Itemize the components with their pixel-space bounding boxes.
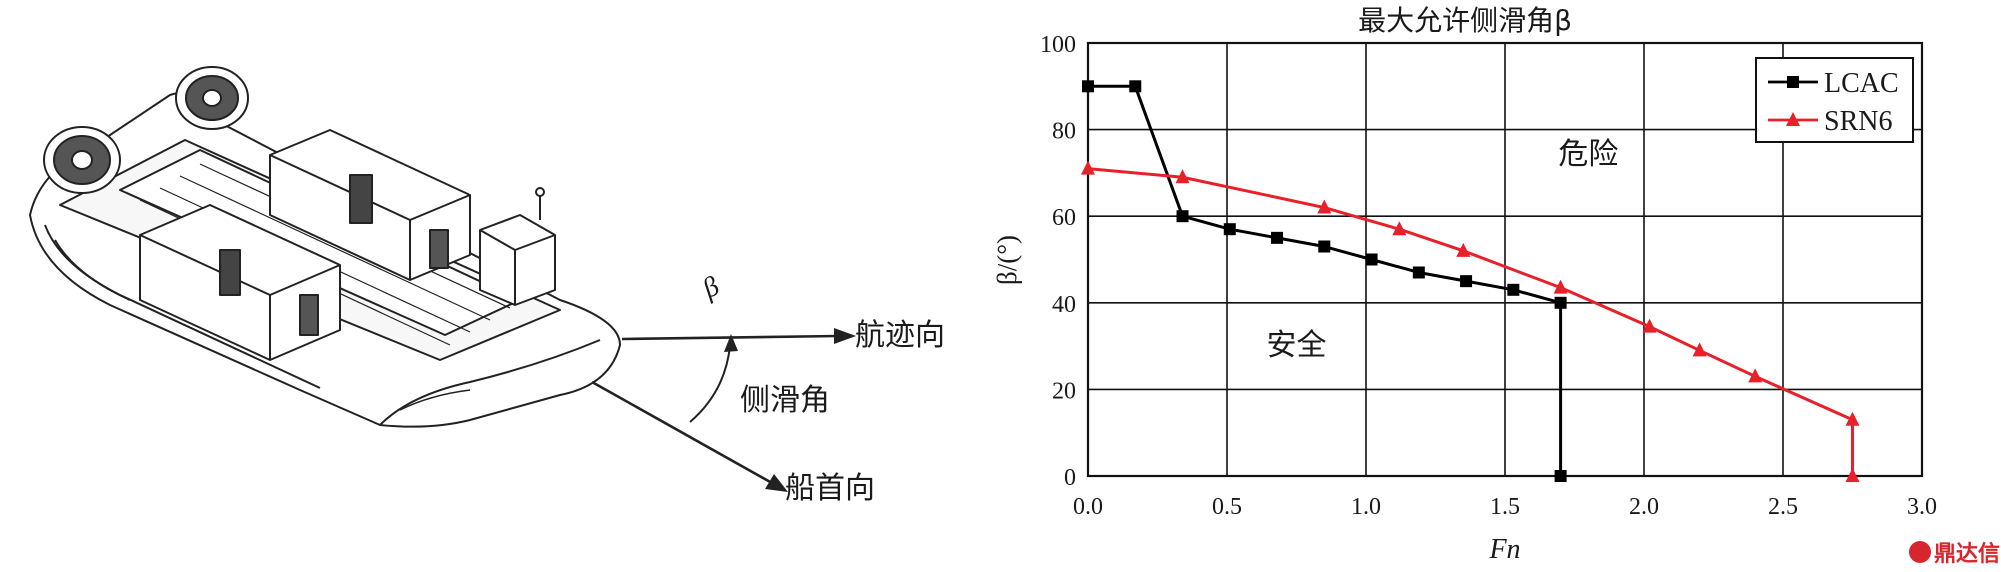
data-point-lcac <box>1554 296 1567 309</box>
chart-title: 最大允许侧滑角β <box>1358 4 1572 37</box>
data-point-srn6 <box>1642 318 1657 333</box>
y-tick-label: 20 <box>1052 378 1076 404</box>
series-line-srn6 <box>1087 167 1854 476</box>
x-tick-label: 3.0 <box>1907 494 1937 520</box>
data-point-srn6 <box>1553 279 1568 294</box>
beta-symbol: β <box>697 271 725 305</box>
series-line-lcac <box>1088 84 1563 476</box>
y-tick-label: 40 <box>1052 292 1076 318</box>
data-point-srn6 <box>1845 468 1860 482</box>
x-tick-label: 0.0 <box>1073 494 1103 520</box>
data-point-lcac <box>1412 266 1425 279</box>
x-axis-ticks: 0.0 0.5 1.0 1.5 2.0 2.5 3.0 <box>1073 494 1937 520</box>
legend-label-lcac: LCAC <box>1824 68 1899 99</box>
plot-frame <box>1086 41 1924 478</box>
sideslip-angle-label: 侧滑角 <box>740 383 830 418</box>
data-point-lcac <box>1365 253 1378 266</box>
data-point-lcac <box>1554 470 1567 482</box>
data-point-lcac <box>1460 275 1473 288</box>
legend-box <box>1755 57 1914 143</box>
data-point-srn6 <box>1317 199 1332 214</box>
watermark-text: 鼎达信 <box>1934 541 2000 567</box>
y-tick-label: 60 <box>1052 205 1076 231</box>
chart-series <box>1081 80 1860 482</box>
data-point-srn6 <box>1692 342 1707 357</box>
x-axis-label: Fn <box>1488 534 1520 565</box>
legend-label-srn6: SRN6 <box>1824 106 1892 137</box>
direction-arrows <box>591 328 856 492</box>
data-point-lcac <box>1271 231 1284 244</box>
legend-marker-srn6 <box>1786 112 1800 126</box>
data-point-srn6 <box>1081 160 1095 175</box>
data-point-lcac <box>1507 283 1520 296</box>
data-point-lcac <box>1082 80 1094 93</box>
x-tick-label: 1.0 <box>1351 494 1381 520</box>
data-point-lcac <box>1129 80 1142 93</box>
x-tick-label: 2.0 <box>1629 494 1659 520</box>
y-tick-label: 0 <box>1064 465 1076 491</box>
data-point-srn6 <box>1748 368 1763 383</box>
x-tick-label: 0.5 <box>1212 494 1242 520</box>
y-tick-label: 80 <box>1052 119 1076 145</box>
data-point-lcac <box>1176 210 1189 223</box>
y-tick-label: 100 <box>1040 32 1076 58</box>
sideslip-chart: 最大允许侧滑角β 0.0 0.5 1.0 1.5 2.0 2.5 3.0 0 20 40 60 80… <box>992 4 1937 565</box>
x-tick-label: 1.5 <box>1490 494 1520 520</box>
region-annotation: 危险 <box>1558 137 1618 172</box>
track-direction-label: 航迹向 <box>855 318 945 353</box>
data-point-srn6 <box>1456 242 1471 257</box>
watermark-logo: 鼎达信 <box>1909 541 2000 567</box>
data-point-srn6 <box>1845 411 1860 426</box>
bow-direction-label: 船首向 <box>785 471 875 506</box>
legend-marker-lcac <box>1787 76 1799 88</box>
y-axis-ticks: 0 20 40 60 80 100 <box>1040 32 1076 491</box>
data-point-srn6 <box>1392 221 1407 236</box>
data-point-lcac <box>1223 223 1236 236</box>
y-axis-label: β/(°) <box>992 235 1022 285</box>
data-point-lcac <box>1318 240 1331 253</box>
chart-legend: LCAC SRN6 <box>1755 57 1914 143</box>
region-annotation: 安全 <box>1267 328 1327 363</box>
hovercraft-illustration <box>29 66 621 428</box>
x-tick-label: 2.5 <box>1768 494 1798 520</box>
data-point-srn6 <box>1175 169 1190 184</box>
